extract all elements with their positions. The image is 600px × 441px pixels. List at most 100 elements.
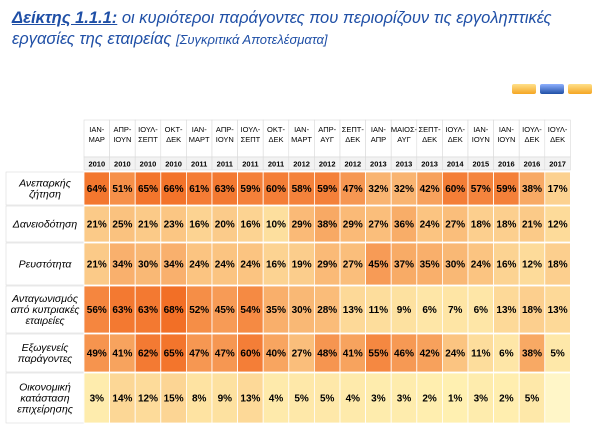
- column-period-label: ΑΠΡ-: [113, 125, 131, 134]
- heatmap-cell: [313, 205, 341, 243]
- heatmap-cell-value: 10%: [266, 220, 286, 231]
- column-header-cell: [390, 119, 418, 158]
- heatmap-cell-value: 6%: [422, 305, 437, 316]
- heatmap-cell: [518, 242, 546, 286]
- year-label: 2012: [319, 160, 336, 169]
- heatmap-cell: [262, 242, 290, 286]
- heatmap-cell: [83, 205, 111, 243]
- heatmap-cell: [365, 333, 392, 373]
- heatmap-cell: [211, 205, 239, 243]
- chart-title: Δείκτης 1.1.1: οι κυριότεροι παράγοντες …: [12, 8, 572, 50]
- year-label: 2012: [293, 160, 310, 169]
- heatmap-cell-value: 24%: [189, 260, 209, 271]
- heatmap-cell-value: 59%: [240, 184, 260, 195]
- decor-bar-yellow: [512, 84, 536, 94]
- column-period-label: ΙΑΝ-: [294, 125, 310, 134]
- heatmap-cell-value: 66%: [164, 184, 184, 195]
- row-label: παράγοντες: [18, 353, 73, 365]
- column-period-label: ΙΑΝ-: [89, 125, 105, 134]
- heatmap-cell-value: 13%: [240, 394, 260, 405]
- year-label: 2013: [370, 160, 387, 169]
- heatmap-cell-value: 35%: [266, 305, 286, 316]
- heatmap-cell: [160, 372, 187, 424]
- year-label: 2017: [549, 160, 566, 169]
- column-period-label: ΙΟΥΝ: [113, 135, 131, 144]
- heatmap-cell: [390, 372, 418, 424]
- heatmap-cell-value: 19%: [292, 260, 312, 271]
- title-subtitle: [Συγκριτικά Αποτελέσματα]: [176, 32, 328, 47]
- column-period-label: ΣΕΠΤ-: [419, 125, 442, 134]
- heatmap-cell-value: 24%: [471, 260, 491, 271]
- column-header-cell: [186, 119, 213, 158]
- heatmap-cell-value: 27%: [343, 260, 363, 271]
- heatmap-cell-value: 21%: [87, 220, 107, 231]
- row-label: επιχείρησης: [17, 404, 74, 416]
- heatmap-cell-value: 3%: [371, 394, 386, 405]
- year-label: 2010: [140, 160, 157, 169]
- heatmap-cell: [467, 372, 495, 424]
- column-header-cell: [109, 119, 136, 158]
- heatmap-cell: [467, 242, 495, 286]
- heatmap-cell-value: 51%: [112, 184, 132, 195]
- heatmap-cell: [160, 285, 187, 334]
- heatmap-cell: [109, 285, 136, 334]
- row-label: Ανταγωνισμός: [11, 293, 79, 305]
- column-period-label: ΙΟΥΛ-: [522, 125, 542, 134]
- heatmap-cell-value: 25%: [112, 220, 132, 231]
- row-label-cell: [5, 171, 85, 206]
- heatmap-cell-value: 21%: [87, 260, 107, 271]
- decor-bar-blue: [540, 84, 564, 94]
- year-label: 2011: [191, 160, 207, 169]
- heatmap-cell-value: 49%: [87, 349, 107, 360]
- row-label: ζήτηση: [29, 189, 61, 201]
- heatmap-cell-value: 16%: [266, 260, 286, 271]
- heatmap-cell-value: 13%: [496, 305, 516, 316]
- heatmap-cell-value: 16%: [496, 260, 516, 271]
- heatmap-cell: [416, 171, 443, 206]
- heatmap-cell: [339, 285, 367, 334]
- heatmap-cell-value: 12%: [138, 394, 158, 405]
- heatmap-cell: [544, 242, 571, 286]
- row-label: Ανεπαρκής: [18, 178, 72, 190]
- year-label: 2011: [268, 160, 284, 169]
- column-period-label: ΣΕΠΤ-: [342, 125, 365, 134]
- heatmap-cell: [416, 285, 443, 334]
- year-label: 2015: [472, 160, 489, 169]
- heatmap-cell: [441, 372, 469, 424]
- column-period-label: ΑΥΓ: [320, 135, 334, 144]
- heatmap-cell-value: 38%: [317, 220, 337, 231]
- heatmap-cell-value: 42%: [420, 184, 440, 195]
- heatmap-cell-value: 24%: [420, 220, 440, 231]
- heatmap-cell-value: 5%: [294, 394, 309, 405]
- heatmap-cell: [262, 333, 290, 373]
- heatmap-cell-value: 18%: [496, 220, 516, 231]
- column-period-label: ΟΚΤ-: [267, 125, 285, 134]
- heatmap-cell: [493, 372, 520, 424]
- column-period-label: ΜΑΡΤ: [291, 135, 312, 144]
- heatmap-cell-value: 23%: [164, 220, 184, 231]
- heatmap-cell-value: 32%: [368, 184, 388, 195]
- heatmap-cell-value: 20%: [215, 220, 235, 231]
- heatmap-cell-value: 30%: [138, 260, 158, 271]
- heatmap-cell-value: 3%: [474, 394, 489, 405]
- heatmap-cell-value: 36%: [394, 220, 414, 231]
- heatmap-cell-value: 27%: [445, 220, 465, 231]
- column-header-cell: [288, 119, 315, 158]
- heatmap-cell-value: 65%: [138, 184, 158, 195]
- heatmap-cell: [211, 242, 239, 286]
- column-period-label: ΔΕΚ: [166, 135, 181, 144]
- heatmap-cell-value: 9%: [218, 394, 233, 405]
- heatmap-cell-value: 63%: [215, 184, 235, 195]
- heatmap-cell: [365, 285, 392, 334]
- year-label: 2012: [344, 160, 361, 169]
- column-header-cell: [544, 119, 571, 158]
- column-period-label: ΙΑΝ-: [473, 125, 489, 134]
- column-header-cell: [134, 119, 162, 158]
- heatmap-cell: [134, 372, 162, 424]
- heatmap-cell-value: 18%: [471, 220, 491, 231]
- heatmap-cell: [416, 333, 443, 373]
- column-period-label: ΣΕΠΤ: [241, 135, 261, 144]
- column-header-cell: [314, 119, 341, 158]
- heatmap-cell-value: 42%: [420, 349, 440, 360]
- heatmap-cell: [237, 285, 264, 334]
